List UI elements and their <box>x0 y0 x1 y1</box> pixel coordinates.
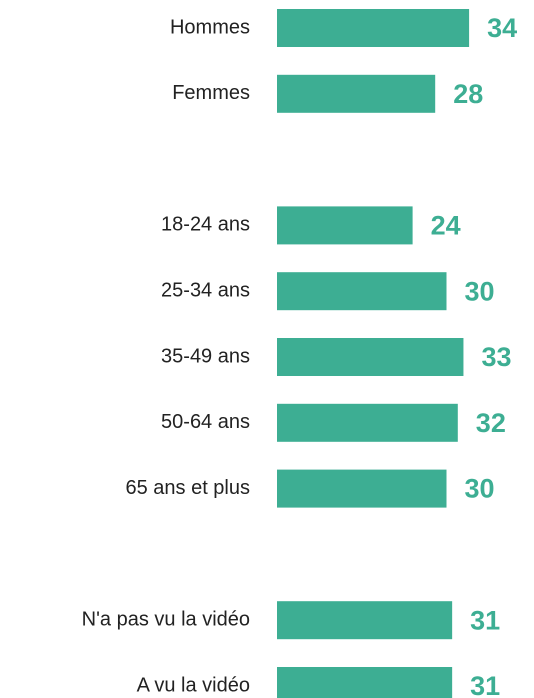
bar <box>277 469 447 508</box>
value-label: 28 <box>453 79 483 109</box>
category-label: 35-49 ans <box>161 345 250 367</box>
bar <box>277 338 464 376</box>
bar <box>277 206 413 245</box>
value-label: 31 <box>470 605 500 635</box>
bar <box>277 601 453 640</box>
bar <box>277 74 436 113</box>
bar <box>277 667 453 698</box>
value-label: 30 <box>465 276 495 306</box>
category-label: 50-64 ans <box>161 411 250 433</box>
bar <box>277 272 447 311</box>
category-label: Femmes <box>172 82 250 104</box>
value-label: 33 <box>481 342 511 372</box>
category-label: N'a pas vu la vidéo <box>82 608 250 630</box>
value-label: 34 <box>487 13 517 43</box>
value-label: 31 <box>470 671 500 698</box>
category-label: A vu la vidéo <box>137 674 250 696</box>
value-label: 32 <box>476 408 506 438</box>
value-label: 24 <box>431 211 461 241</box>
value-label: 30 <box>465 474 495 504</box>
category-label: 18-24 ans <box>161 214 250 236</box>
category-label: 65 ans et plus <box>125 477 250 499</box>
category-label: 25-34 ans <box>161 279 250 301</box>
category-label: Hommes <box>170 16 250 38</box>
bar <box>277 403 458 442</box>
bar <box>277 9 470 47</box>
